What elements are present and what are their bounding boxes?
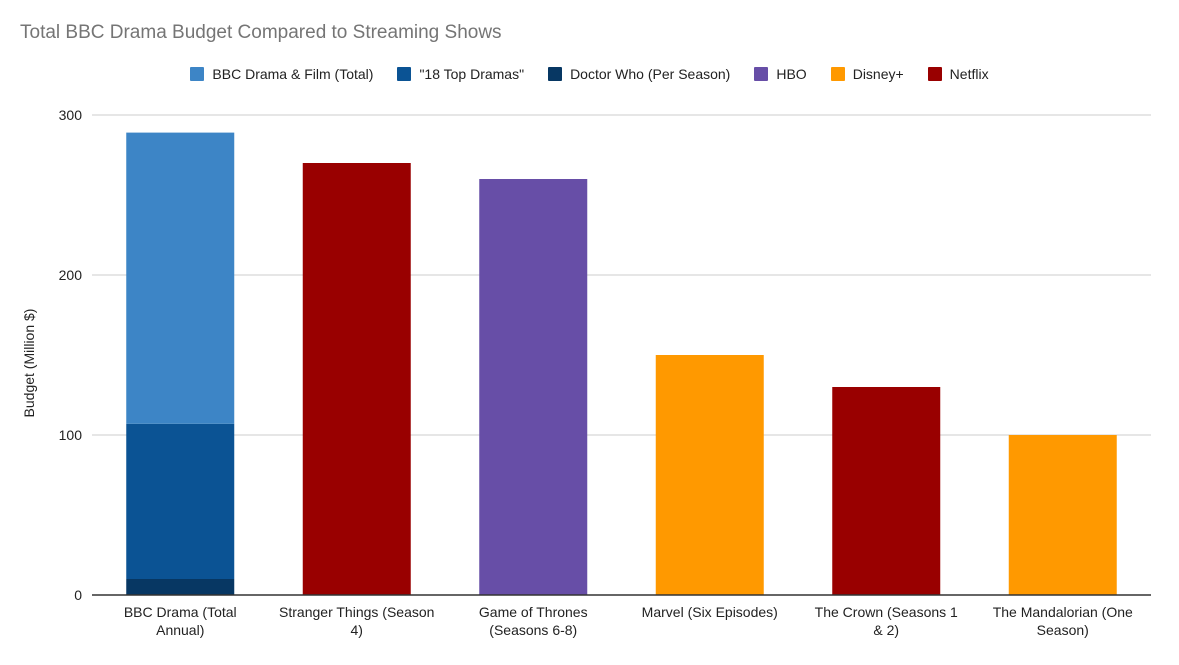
legend-swatch [830,67,845,81]
bar-segment [479,179,588,595]
bar-segment [302,163,411,595]
legend-label: BBC Drama & Film (Total) [212,66,374,82]
legend-item[interactable]: Netflix [927,66,989,82]
x-category-label: Season) [1037,622,1089,638]
chart-title: Total BBC Drama Budget Compared to Strea… [20,22,502,43]
legend-item[interactable]: Doctor Who (Per Season) [548,66,730,82]
bar-segment [126,132,235,424]
legend-label: HBO [776,66,807,82]
x-category-label: & 2) [873,622,899,638]
legend-item[interactable]: BBC Drama & Film (Total) [190,66,373,82]
legend-label: Netflix [949,66,989,82]
legend-label: Disney+ [852,66,904,82]
legend-item[interactable]: Disney+ [830,66,904,82]
x-category-label: The Mandalorian (One [993,604,1133,620]
bar-segment [126,423,235,579]
y-tick-label: 200 [59,267,83,283]
bar-segment [832,387,941,595]
bar-segment [655,355,764,595]
x-category-label: 4) [351,622,363,638]
chart-legend: BBC Drama & Film (Total) "18 Top Dramas" D… [0,66,1179,82]
legend-swatch [397,67,412,81]
legend-swatch [190,67,205,81]
bar-segment [126,579,235,595]
legend-swatch [927,67,942,81]
y-tick-label: 100 [59,427,83,443]
legend-swatch [548,67,563,81]
x-category-label: Game of Thrones [479,604,588,620]
legend-swatch [754,67,769,81]
x-category-label: Marvel (Six Episodes) [642,604,778,620]
x-category-label: BBC Drama (Total [124,604,237,620]
legend-label: Doctor Who (Per Season) [570,66,731,82]
y-axis-title: Budget (Million $) [21,309,37,418]
bar-segment [1008,435,1117,595]
legend-item[interactable]: "18 Top Dramas" [397,66,524,82]
legend-label: "18 Top Dramas" [419,66,525,82]
x-category-label: Annual) [156,622,204,638]
x-category-label: Stranger Things (Season [279,604,434,620]
y-tick-label: 0 [74,587,82,603]
legend-item[interactable]: HBO [754,66,807,82]
y-tick-label: 300 [59,107,83,123]
x-category-label: (Seasons 6-8) [489,622,577,638]
x-category-label: The Crown (Seasons 1 [815,604,958,620]
